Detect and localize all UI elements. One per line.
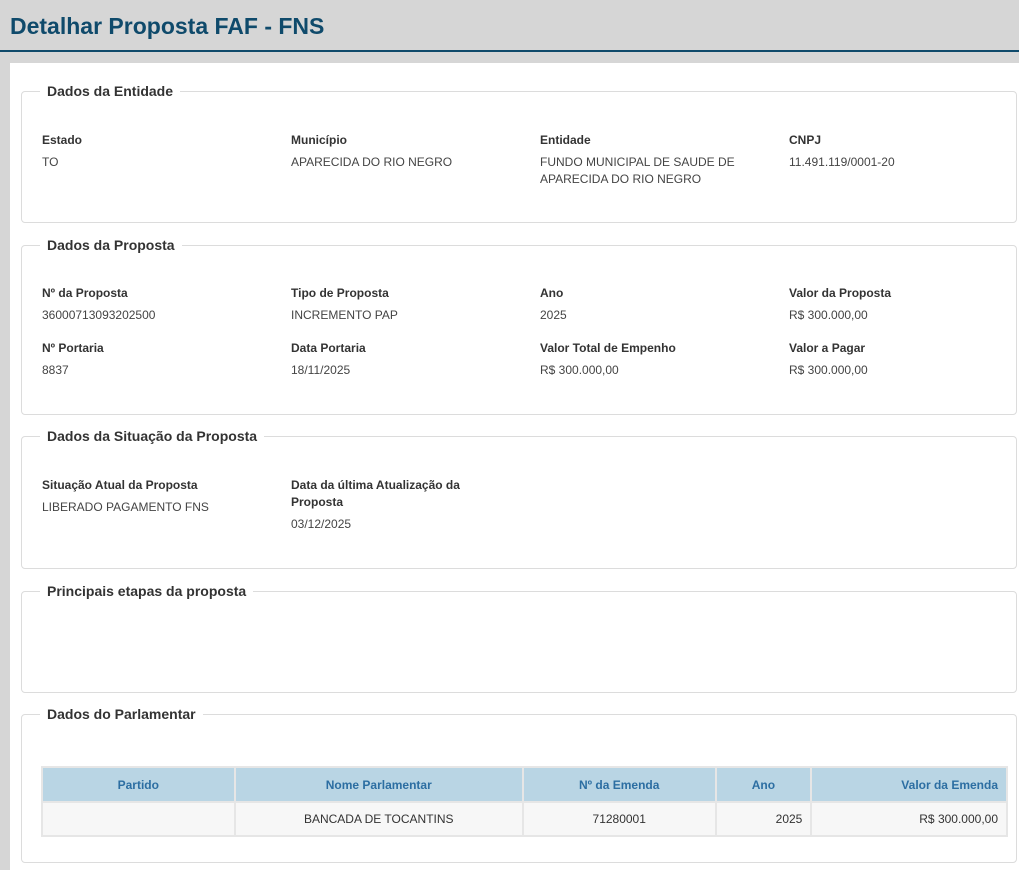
field-estado: Estado TO (42, 132, 262, 171)
field-situacao-atual: Situação Atual da Proposta LIBERADO PAGA… (42, 477, 262, 516)
field-label: Estado (42, 133, 83, 147)
field-value: APARECIDA DO RIO NEGRO (291, 155, 453, 169)
panel-legend: Dados da Entidade (40, 82, 181, 100)
field-label: Data Portaria (291, 341, 366, 355)
field-label: Data da última Atualização da Proposta (291, 478, 460, 509)
field-valor-empenho: Valor Total de Empenho R$ 300.000,00 (540, 340, 760, 379)
field-label: Situação Atual da Proposta (42, 478, 198, 492)
field-entidade: Entidade FUNDO MUNICIPAL DE SAUDE DE APA… (540, 132, 755, 188)
cell-nome: BANCADA DE TOCANTINS (233, 801, 524, 837)
field-value: 36000713093202500 (42, 308, 156, 322)
panel-legend: Dados da Situação da Proposta (40, 427, 265, 445)
column-header-nome[interactable]: Nome Parlamentar (233, 766, 524, 803)
field-data-portaria: Data Portaria 18/11/2025 (291, 340, 511, 379)
field-value: R$ 300.000,00 (540, 363, 619, 377)
field-cnpj: CNPJ 11.491.119/0001-20 (789, 132, 1009, 171)
field-label: Ano (540, 286, 564, 300)
field-label: Valor Total de Empenho (540, 341, 676, 355)
field-label: Valor da Proposta (789, 286, 892, 300)
field-value: 18/11/2025 (291, 363, 351, 377)
field-value: 03/12/2025 (291, 517, 352, 531)
field-label: Valor a Pagar (789, 341, 866, 355)
field-portaria: Nº Portaria 8837 (42, 340, 262, 379)
field-label: Nº da Proposta (42, 286, 128, 300)
panel-dados-entidade: Dados da Entidade Estado TO Município AP… (21, 82, 1017, 223)
main-content: Dados da Entidade Estado TO Município AP… (10, 63, 1019, 870)
page-header: Detalhar Proposta FAF - FNS (0, 0, 1019, 52)
field-value: FUNDO MUNICIPAL DE SAUDE DE APARECIDA DO… (540, 155, 735, 186)
field-value: R$ 300.000,00 (789, 308, 868, 322)
panel-legend: Dados da Proposta (40, 236, 182, 254)
panel-legend: Dados do Parlamentar (40, 705, 203, 723)
table-header-row: Partido Nome Parlamentar Nº da Emenda An… (41, 766, 1008, 803)
panel-etapas: Principais etapas da proposta (21, 582, 1017, 693)
column-header-ano[interactable]: Ano (714, 766, 813, 803)
field-municipio: Município APARECIDA DO RIO NEGRO (291, 132, 511, 171)
field-valor-pagar: Valor a Pagar R$ 300.000,00 (789, 340, 1009, 379)
column-header-valor[interactable]: Valor da Emenda (810, 766, 1008, 803)
field-data-atualizacao: Data da última Atualização da Proposta 0… (291, 477, 476, 533)
field-value: 8837 (42, 363, 69, 377)
panel-legend: Principais etapas da proposta (40, 582, 254, 600)
panel-dados-proposta: Dados da Proposta Nº da Proposta 3600071… (21, 236, 1017, 415)
field-label: CNPJ (789, 133, 822, 147)
field-label: Entidade (540, 133, 591, 147)
field-value: 2025 (540, 308, 567, 322)
parlamentar-table: Partido Nome Parlamentar Nº da Emenda An… (41, 766, 1008, 837)
field-tipo-proposta: Tipo de Proposta INCREMENTO PAP (291, 285, 511, 324)
field-value: LIBERADO PAGAMENTO FNS (42, 500, 209, 514)
column-header-emenda[interactable]: Nº da Emenda (521, 766, 717, 803)
field-label: Município (291, 133, 347, 147)
cell-valor: R$ 300.000,00 (810, 801, 1008, 837)
field-numero-proposta: Nº da Proposta 36000713093202500 (42, 285, 262, 324)
page-title: Detalhar Proposta FAF - FNS (10, 13, 325, 39)
field-ano: Ano 2025 (540, 285, 760, 324)
field-valor-proposta: Valor da Proposta R$ 300.000,00 (789, 285, 1009, 324)
field-value: TO (42, 155, 59, 169)
panel-dados-situacao: Dados da Situação da Proposta Situação A… (21, 427, 1017, 569)
panel-dados-parlamentar: Dados do Parlamentar Partido Nome Parlam… (21, 705, 1017, 863)
field-value: 11.491.119/0001-20 (789, 155, 895, 169)
cell-partido (41, 801, 236, 837)
field-value: INCREMENTO PAP (291, 308, 398, 322)
column-header-partido[interactable]: Partido (41, 766, 236, 803)
field-label: Tipo de Proposta (291, 286, 389, 300)
cell-emenda: 71280001 (521, 801, 717, 837)
field-label: Nº Portaria (42, 341, 104, 355)
field-value: R$ 300.000,00 (789, 363, 868, 377)
cell-ano: 2025 (714, 801, 813, 837)
table-row: BANCADA DE TOCANTINS 71280001 2025 R$ 30… (41, 801, 1008, 837)
